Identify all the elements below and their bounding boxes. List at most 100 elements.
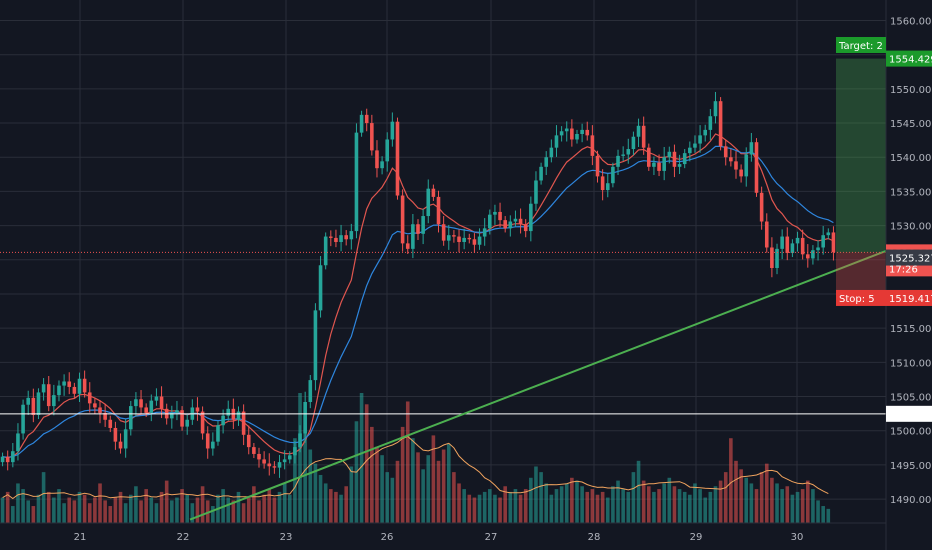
volume-bar [175, 497, 179, 523]
volume-bar [36, 494, 41, 523]
candle-body [513, 218, 518, 222]
trend-line[interactable] [189, 249, 887, 521]
volume-bar [144, 489, 148, 523]
candle-body [729, 157, 733, 162]
volume-bar [380, 455, 384, 523]
candle-body [734, 161, 738, 170]
candle-body [252, 447, 256, 454]
volume-bar [549, 494, 554, 523]
price-tick-label: 1560.000 [890, 17, 932, 28]
candle-body [87, 392, 92, 404]
volume-bar [318, 474, 323, 523]
candle-body [457, 236, 461, 243]
volume-bar [493, 494, 497, 523]
candle-body [205, 433, 210, 449]
volume-bar [821, 506, 825, 523]
target-zone[interactable] [836, 58, 886, 253]
volume-bar [31, 506, 36, 523]
volume-bar [293, 438, 297, 523]
volume-bar [503, 486, 507, 523]
price-tick-label: 1550.000 [890, 85, 932, 96]
volume-bar [246, 497, 251, 523]
stop-label-bg [836, 289, 886, 306]
candle-body [744, 154, 749, 177]
candle-body [226, 408, 231, 416]
volume-bar [652, 491, 656, 523]
candle-body [236, 411, 241, 420]
candle-body [41, 384, 46, 393]
volume-bar [257, 500, 261, 523]
candle-body [400, 195, 405, 244]
time-tick-label: 30 [791, 532, 804, 543]
volume-bar [164, 480, 169, 523]
volume-bar [805, 480, 810, 523]
time-tick-label: 29 [690, 532, 703, 543]
candle-body [405, 243, 410, 249]
time-tick-label: 26 [381, 532, 394, 543]
target-label-bg [836, 37, 886, 53]
volume-bar [323, 483, 328, 523]
volume-bar [477, 494, 482, 523]
candle-body [775, 248, 779, 268]
candle-body [436, 196, 441, 225]
candle-body [62, 381, 66, 386]
volume-bar [452, 472, 456, 523]
volume-bar [482, 491, 487, 523]
candle-body [805, 254, 810, 259]
candle-body [221, 415, 225, 426]
candle-body [134, 399, 138, 407]
price-tick-label: 1510.000 [890, 358, 932, 369]
candle-body [759, 192, 764, 222]
candle-body [539, 166, 543, 181]
candle-body [605, 183, 610, 191]
candle-body [26, 397, 31, 405]
candle-body [411, 224, 415, 249]
volume-bar [795, 491, 800, 523]
time-tick-label: 28 [588, 532, 601, 543]
volume-bar [236, 491, 241, 523]
candle-body [518, 218, 523, 225]
candle-body [385, 139, 390, 162]
volume-bar [816, 500, 820, 523]
candle-body [616, 155, 620, 167]
mid-price-tag-bg [886, 249, 932, 266]
price-tick-label: 1535.000 [890, 187, 932, 198]
candle-body [128, 406, 133, 430]
grid [0, 0, 886, 523]
candle-body [267, 463, 272, 467]
candle-body [585, 129, 590, 136]
volume-bar [472, 497, 477, 523]
volume-bar [0, 497, 5, 523]
volume-bar [605, 497, 610, 523]
candle-body [195, 407, 200, 412]
candle-body [677, 164, 682, 167]
candle-body [287, 455, 292, 460]
volume-bar [77, 491, 82, 523]
candle-body [667, 151, 672, 158]
volume-bar [287, 494, 292, 523]
candle-body [462, 237, 466, 243]
volume-bar [226, 497, 231, 523]
volume-bar [780, 489, 784, 523]
volume-bar [154, 503, 159, 523]
candle-body [452, 235, 456, 237]
volume-bar [113, 497, 118, 523]
volume-bar [595, 494, 600, 523]
volume-bar [826, 508, 831, 523]
candle-body [570, 128, 574, 140]
volume-bar [518, 494, 523, 523]
time-axis[interactable]: 21 22 23 26 27 28 29 30 [0, 522, 886, 543]
candle-body [359, 114, 364, 133]
candle-body [795, 237, 800, 244]
volume-bar [308, 449, 313, 523]
volume-bar [626, 491, 631, 523]
candle-body [262, 459, 266, 464]
candle-body [493, 211, 497, 215]
volume-bar [98, 483, 102, 523]
mid-price-tag: 1525.327 [889, 254, 932, 265]
volume-bar [16, 483, 20, 523]
volume-bar [395, 460, 400, 523]
volume-bar [134, 486, 138, 523]
time-tick-label: 23 [280, 532, 293, 543]
